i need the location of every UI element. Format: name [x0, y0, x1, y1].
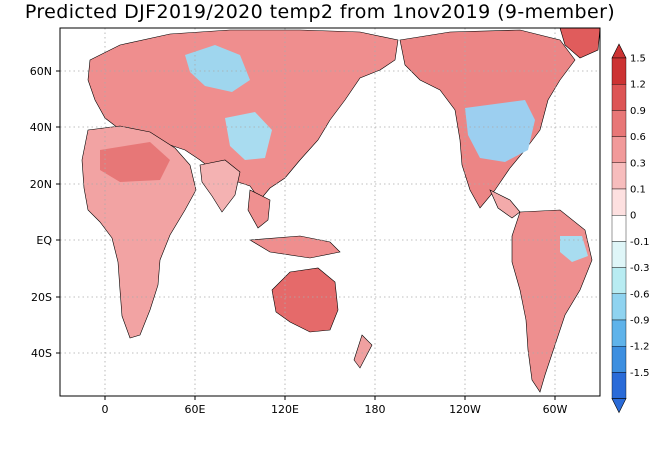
tick-marks	[56, 70, 556, 400]
lon-label: 60W	[543, 403, 568, 416]
map-title: Predicted DJF2019/2020 temp2 from 1nov20…	[24, 1, 616, 23]
lon-label: 60E	[185, 403, 206, 416]
land-us-cool-patch	[465, 100, 535, 162]
colorbar-swatch	[611, 319, 627, 347]
colorbar-label: -0.6	[630, 289, 650, 300]
colorbar-label: -0.9	[630, 316, 650, 327]
lat-label: EQ	[36, 234, 52, 247]
colorbar-swatch	[611, 162, 627, 190]
lat-label: 20N	[30, 178, 52, 191]
colorbar: 1.5 1.2 0.9 0.6 0.3 0.1 0 -0.1 -0.3 -0.6 -0.9 -1.2 -…	[611, 43, 650, 414]
colorbar-swatch	[611, 83, 627, 111]
colorbar-label: -0.3	[630, 263, 650, 274]
colorbar-label: 0.9	[630, 106, 646, 117]
lon-label: 0	[102, 403, 109, 416]
land-new-zealand	[353, 334, 373, 369]
land-layer	[81, 27, 601, 393]
land-se-asia	[247, 189, 271, 229]
colorbar-label: 1.2	[630, 80, 646, 91]
longitude-labels: 0 60E 120E 180 120W 60W	[102, 403, 568, 416]
map-frame	[59, 27, 601, 397]
lat-label: 40N	[30, 121, 52, 134]
latitude-labels: 60N 40N 20N EQ 20S 40S	[30, 65, 53, 360]
colorbar-swatch	[611, 110, 627, 137]
land-australia	[271, 267, 339, 333]
colorbar-swatch	[611, 57, 627, 85]
land-central-america	[489, 189, 521, 219]
colorbar-swatch	[611, 188, 627, 216]
colorbar-swatch	[611, 346, 627, 373]
land-africa	[81, 125, 197, 339]
land-indonesia	[249, 235, 341, 259]
colorbar-arrow-bottom	[611, 398, 627, 414]
land-africa-warm	[100, 142, 170, 182]
colorbar-swatch	[611, 267, 627, 295]
colorbar-label: 1.5	[630, 54, 646, 65]
colorbar-label: 0	[630, 211, 636, 222]
colorbar-label: 0.3	[630, 158, 646, 169]
colorbar-label: 0.6	[630, 132, 646, 143]
lon-label: 120W	[449, 403, 481, 416]
land-cool-patch-russia	[185, 45, 250, 92]
grid-lines	[60, 28, 600, 396]
colorbar-label: -1.5	[630, 368, 650, 379]
lat-label: 60N	[30, 65, 52, 78]
land-amazon-cool-patch	[560, 236, 588, 262]
colorbar-swatch	[611, 241, 627, 268]
land-cool-patch-china	[225, 112, 272, 160]
colorbar-label: 0.1	[630, 185, 646, 196]
colorbar-swatch	[611, 214, 627, 242]
colorbar-arrow-top	[611, 43, 627, 59]
lon-label: 180	[365, 403, 386, 416]
colorbar-label: -0.1	[630, 237, 650, 248]
land-india	[199, 159, 241, 213]
colorbar-label: -1.2	[630, 342, 650, 353]
colorbar-swatch	[611, 293, 627, 321]
lat-label: 40S	[31, 347, 52, 360]
colorbar-swatch	[611, 372, 627, 399]
colorbar-swatch	[611, 136, 627, 164]
lon-label: 120E	[271, 403, 299, 416]
lat-label: 20S	[31, 291, 52, 304]
